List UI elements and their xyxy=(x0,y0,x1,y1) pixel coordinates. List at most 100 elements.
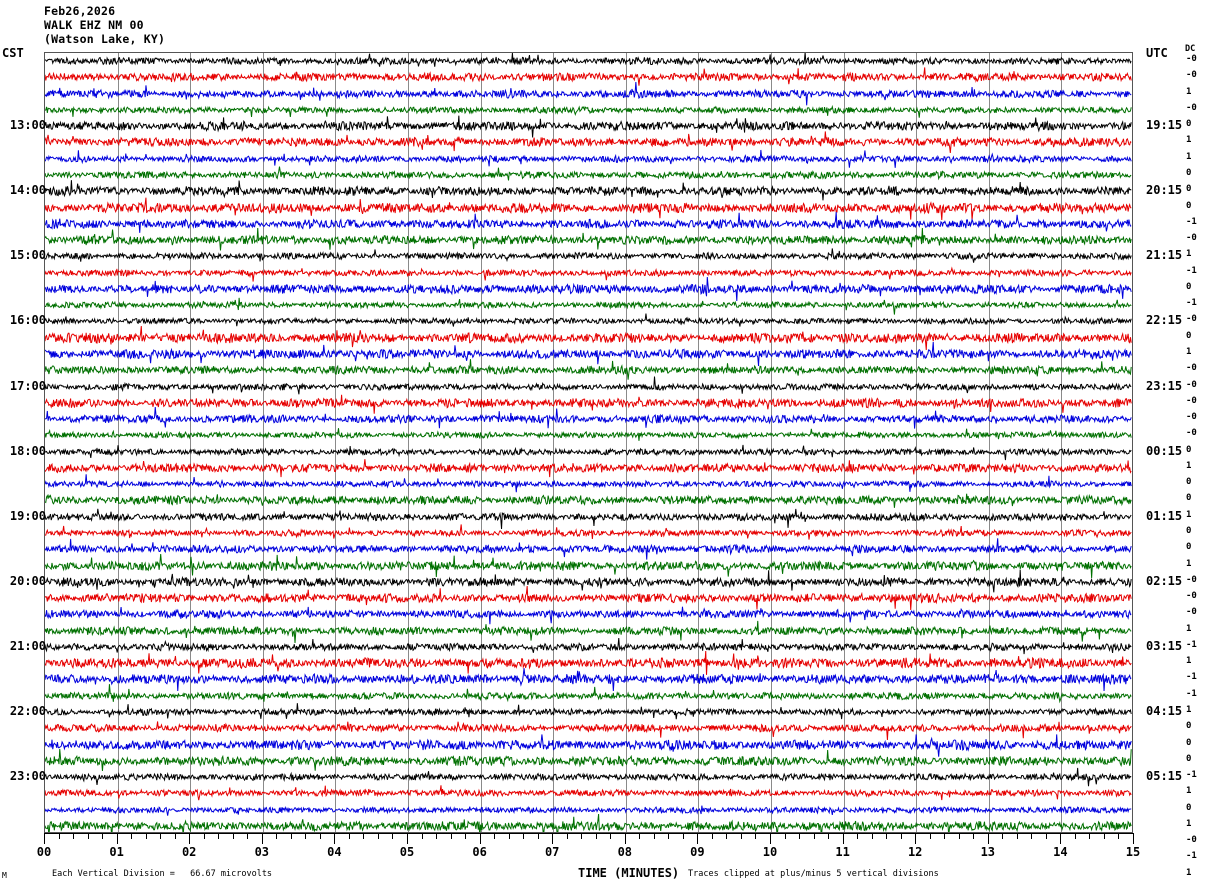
dc-value: -1 xyxy=(1186,770,1197,781)
x-tick-minor xyxy=(639,833,640,839)
x-tick-minor xyxy=(610,833,611,839)
left-time-label: 21:00 xyxy=(9,638,46,653)
clip-note: Traces clipped at plus/minus 5 vertical … xyxy=(688,869,939,879)
x-tick-minor xyxy=(160,833,161,839)
x-tick-minor xyxy=(451,833,452,839)
dc-value: 1 xyxy=(1186,460,1192,471)
trace-row xyxy=(45,646,1132,680)
trace-row xyxy=(45,809,1132,833)
x-tick-major xyxy=(407,833,408,844)
trace-row xyxy=(45,321,1132,355)
dc-value: -0 xyxy=(1186,607,1197,618)
x-tick-minor xyxy=(422,833,423,839)
x-tick-major xyxy=(1060,833,1061,844)
scale-note: Each Vertical Division = 66.67 microvolt… xyxy=(52,869,273,879)
x-tick-minor xyxy=(944,833,945,839)
trace-row xyxy=(45,760,1132,794)
trace-row xyxy=(45,500,1132,534)
trace-row xyxy=(45,565,1132,599)
x-tick-minor xyxy=(668,833,669,839)
trace-row xyxy=(45,353,1132,387)
x-tick-minor xyxy=(567,833,568,839)
grid-line xyxy=(771,53,772,832)
grid-line xyxy=(118,53,119,832)
dc-value: -0 xyxy=(1186,395,1197,406)
right-time-label: 02:15 xyxy=(1146,573,1183,588)
x-tick-minor xyxy=(857,833,858,839)
grid-line xyxy=(916,53,917,832)
trace-row xyxy=(45,158,1132,192)
x-tick-major xyxy=(770,833,771,844)
x-tick-minor xyxy=(741,833,742,839)
grid-line xyxy=(335,53,336,832)
x-tick-minor xyxy=(363,833,364,839)
trace-row xyxy=(45,711,1132,745)
x-tick-minor xyxy=(73,833,74,839)
x-tick-label: 03 xyxy=(254,845,270,859)
trace-row xyxy=(45,451,1132,485)
x-tick-minor xyxy=(596,833,597,839)
x-tick-label: 01 xyxy=(109,845,124,859)
grid-line xyxy=(553,53,554,832)
x-tick-minor xyxy=(1089,833,1090,839)
cst-axis-label: CST xyxy=(2,46,24,60)
x-tick-minor xyxy=(392,833,393,839)
dc-value: 0 xyxy=(1186,330,1192,341)
trace-row xyxy=(45,614,1132,648)
x-tick-minor xyxy=(523,833,524,839)
dc-value: 0 xyxy=(1186,802,1192,813)
trace-row xyxy=(45,418,1132,452)
grid-line xyxy=(263,53,264,832)
dc-value: -0 xyxy=(1186,574,1197,585)
dc-value: -1 xyxy=(1186,216,1197,227)
utc-axis-label: UTC xyxy=(1146,46,1168,60)
x-tick-minor xyxy=(320,833,321,839)
trace-row xyxy=(45,93,1132,127)
dc-value: -0 xyxy=(1186,412,1197,423)
x-tick-major xyxy=(1133,833,1134,844)
trace-row xyxy=(45,597,1132,631)
right-time-label: 23:15 xyxy=(1146,378,1183,393)
x-tick-major xyxy=(552,833,553,844)
x-tick-minor xyxy=(581,833,582,839)
dc-value: -0 xyxy=(1186,835,1197,846)
x-tick-minor xyxy=(1046,833,1047,839)
x-tick-major xyxy=(44,833,45,844)
x-tick-major xyxy=(988,833,989,844)
x-tick-minor xyxy=(146,833,147,839)
x-tick-major xyxy=(117,833,118,844)
corner-glyph: M xyxy=(2,871,7,880)
x-tick-minor xyxy=(59,833,60,839)
dc-value: -0 xyxy=(1186,428,1197,439)
dc-value: 1 xyxy=(1186,786,1192,797)
x-tick-minor xyxy=(828,833,829,839)
grid-line xyxy=(989,53,990,832)
x-tick-minor xyxy=(436,833,437,839)
trace-row xyxy=(45,581,1132,615)
trace-row xyxy=(45,630,1132,664)
trace-row xyxy=(45,549,1132,583)
x-tick-label: 10 xyxy=(762,845,778,859)
dc-value: -0 xyxy=(1186,70,1197,81)
dc-value: -1 xyxy=(1186,672,1197,683)
dc-value: 1 xyxy=(1186,656,1192,667)
trace-row xyxy=(45,191,1132,225)
dc-value: 1 xyxy=(1186,86,1192,97)
x-tick-major xyxy=(334,833,335,844)
x-tick-minor xyxy=(654,833,655,839)
dc-value: -1 xyxy=(1186,851,1197,862)
x-tick-minor xyxy=(814,833,815,839)
grid-line xyxy=(698,53,699,832)
x-tick-label: 13 xyxy=(980,845,996,859)
left-time-label: 19:00 xyxy=(9,508,46,523)
dc-value: -0 xyxy=(1186,102,1197,113)
dc-value: -1 xyxy=(1186,298,1197,309)
trace-row xyxy=(45,386,1132,420)
dc-value: 1 xyxy=(1186,151,1192,162)
dc-value: 1 xyxy=(1186,509,1192,520)
dc-value: 0 xyxy=(1186,444,1192,455)
left-time-label: 13:00 xyxy=(9,118,46,133)
trace-row xyxy=(45,776,1132,810)
plot-header: Feb26,2026 WALK EHZ NM 00 (Watson Lake, … xyxy=(44,4,165,46)
dc-value: -0 xyxy=(1186,54,1197,65)
